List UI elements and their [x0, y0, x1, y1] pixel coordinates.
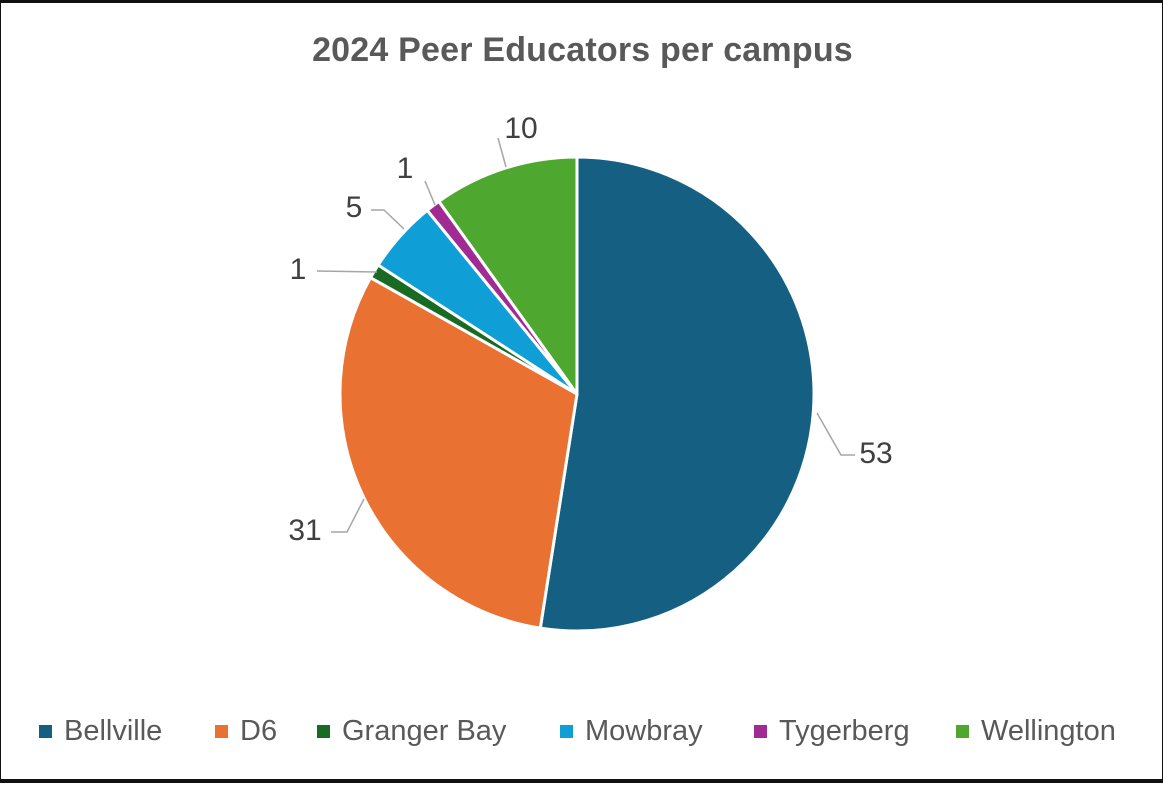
pie-slice-wellington — [437, 155, 579, 396]
legend-label: D6 — [240, 714, 278, 747]
data-label-bellville: 53 — [859, 437, 892, 470]
legend-item-mowbray: Mowbray — [560, 711, 703, 751]
pie-slices — [338, 155, 816, 633]
legend-label: Tygerberg — [779, 714, 910, 747]
legend-item-bellville: Bellville — [39, 711, 162, 751]
data-labels: 53 31 1 5 1 10 — [288, 112, 892, 547]
legend-swatch — [215, 724, 228, 738]
legend-swatch — [39, 724, 52, 738]
pie-chart: 53 31 1 5 1 10 — [288, 112, 893, 633]
data-label-tygerberg: 1 — [397, 152, 414, 185]
data-label-mowbray: 5 — [346, 191, 363, 224]
data-label-d6: 31 — [288, 514, 321, 547]
legend-swatch — [560, 724, 573, 738]
leader-line-mowbray — [371, 209, 405, 230]
leader-line-d6 — [331, 498, 365, 533]
legend-label: Bellville — [64, 714, 163, 747]
legend-swatch — [754, 724, 767, 738]
leader-line-bellville — [816, 412, 855, 456]
legend-item-d6: D6 — [215, 711, 277, 751]
data-label-granger-bay: 1 — [290, 253, 307, 286]
chart-legend: Bellville D6 Granger Bay Mowbray Tygerberg We… — [1, 711, 1163, 751]
legend-label: Mowbray — [585, 714, 703, 747]
legend-item-granger-bay: Granger Bay — [317, 711, 506, 751]
leader-line-wellington — [497, 137, 507, 168]
data-label-wellington: 10 — [504, 112, 537, 145]
leader-line-granger-bay — [316, 270, 378, 273]
pie-slice-d6 — [338, 276, 579, 630]
leader-line-tygerberg — [424, 180, 436, 206]
legend-swatch — [317, 724, 330, 738]
legend-swatch — [956, 724, 969, 738]
legend-label: Granger Bay — [342, 714, 507, 747]
legend-item-tygerberg: Tygerberg — [754, 711, 910, 751]
legend-item-wellington: Wellington — [956, 711, 1116, 751]
pie-slice-bellville — [538, 155, 816, 633]
chart-title: 2024 Peer Educators per campus — [312, 31, 853, 69]
leader-lines — [316, 137, 855, 533]
legend-label: Wellington — [981, 714, 1116, 747]
